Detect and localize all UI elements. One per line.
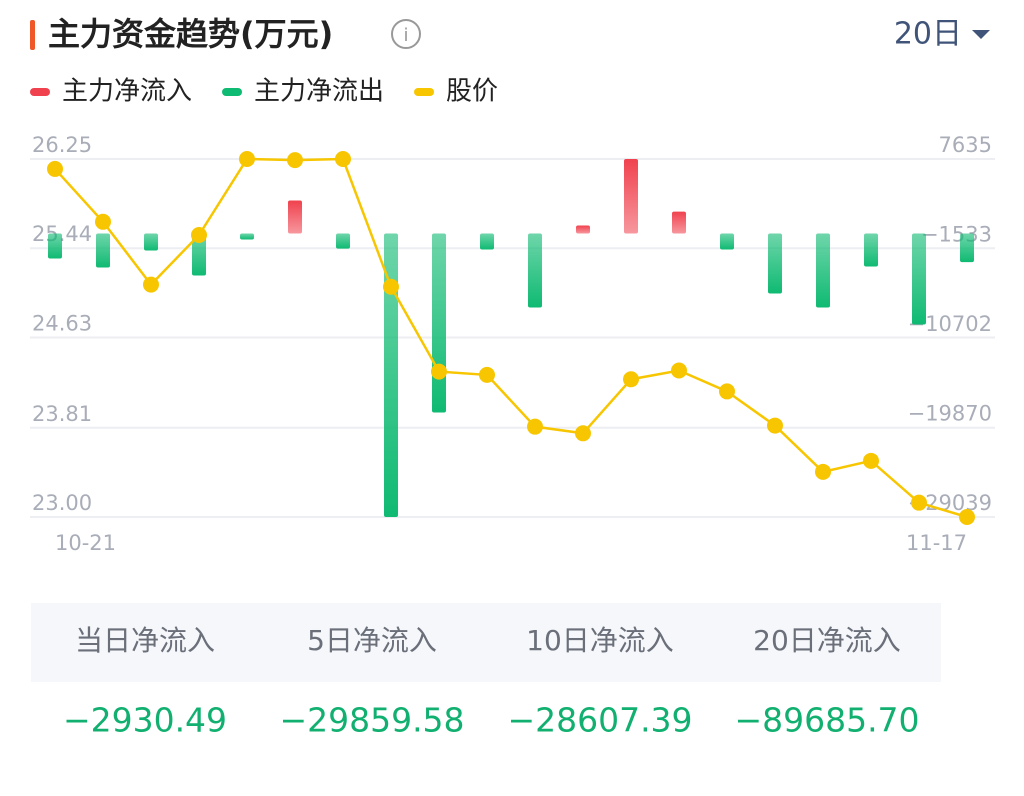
y2-tick-label: −1533 <box>921 222 992 246</box>
bar <box>528 233 542 308</box>
bar <box>240 233 254 240</box>
bar <box>624 159 638 234</box>
bar <box>288 200 302 234</box>
price-dot <box>383 278 399 295</box>
price-dot <box>95 213 111 230</box>
info-icon[interactable]: i <box>391 19 421 49</box>
bar <box>480 233 494 250</box>
y-tick-label: 24.63 <box>32 311 92 335</box>
price-dot <box>815 463 831 480</box>
y-tick-label: 26.25 <box>32 133 92 157</box>
bar <box>384 233 398 517</box>
summary-label: 当日净流入 <box>75 624 215 657</box>
summary-label: 10日净流入 <box>526 624 674 657</box>
y-tick-label: 23.00 <box>32 491 92 515</box>
legend-swatch <box>222 88 243 96</box>
summary-label: 5日净流入 <box>307 624 437 657</box>
summary: 当日净流入 −2930.49 5日净流入 −29859.58 10日净流入 −28607.… <box>63 624 920 740</box>
price-dot <box>911 494 927 511</box>
bar <box>192 233 206 276</box>
price-dot <box>623 371 639 388</box>
price-dot <box>959 509 975 525</box>
price-dot <box>287 152 303 169</box>
price-dot <box>191 227 207 244</box>
summary-value: −89685.70 <box>734 701 919 740</box>
legend-label: 主力净流出 <box>254 77 384 107</box>
bar <box>432 233 446 413</box>
legend-swatch <box>414 88 435 96</box>
bar <box>960 233 974 263</box>
y2-tick-label: 7635 <box>939 133 992 157</box>
price-dot <box>335 151 351 167</box>
legend-label: 股价 <box>446 77 498 107</box>
legend: 主力净流入 主力净流出 股价 <box>30 77 498 107</box>
y2-tick-label: −19870 <box>908 401 992 425</box>
summary-label: 20日净流入 <box>753 624 901 657</box>
bar <box>96 233 110 268</box>
legend-label: 主力净流入 <box>62 77 192 107</box>
price-dot <box>47 160 63 177</box>
price-dot <box>671 362 687 379</box>
price-dot <box>863 452 879 469</box>
price-dot <box>431 363 447 380</box>
bar <box>816 233 830 308</box>
summary-header-bg <box>31 603 941 682</box>
summary-value: −29859.58 <box>279 701 464 740</box>
price-dot <box>239 151 255 167</box>
x-tick-label: 11-17 <box>906 531 967 555</box>
period-dropdown[interactable]: 20日 <box>894 17 990 52</box>
x-tick-label: 10-21 <box>55 531 116 555</box>
price-dot <box>767 417 783 434</box>
bar <box>864 233 878 267</box>
plot: 23.0023.8124.6325.4426.25−29039−19870−10… <box>30 133 995 555</box>
chart-title: 主力资金趋势(万元) <box>48 15 333 53</box>
y-tick-label: 25.44 <box>32 222 92 246</box>
price-dot <box>575 425 591 442</box>
bar <box>336 233 350 249</box>
price-dot <box>527 418 543 435</box>
bar <box>912 233 926 325</box>
period-label[interactable]: 20日 <box>894 17 962 52</box>
y-tick-label: 23.81 <box>32 402 92 426</box>
price-dot <box>479 366 495 383</box>
price-line <box>54 157 968 519</box>
summary-value: −28607.39 <box>507 701 692 740</box>
price-dot <box>143 276 159 293</box>
price-dot <box>719 383 735 400</box>
bar <box>48 233 62 259</box>
bar <box>768 233 782 294</box>
bar <box>672 211 686 234</box>
bar <box>144 233 158 251</box>
bar <box>720 233 734 250</box>
bar <box>576 225 590 234</box>
legend-swatch <box>30 88 50 96</box>
svg-text:i: i <box>403 25 408 46</box>
title-accent <box>30 20 35 50</box>
summary-value: −2930.49 <box>63 701 227 740</box>
